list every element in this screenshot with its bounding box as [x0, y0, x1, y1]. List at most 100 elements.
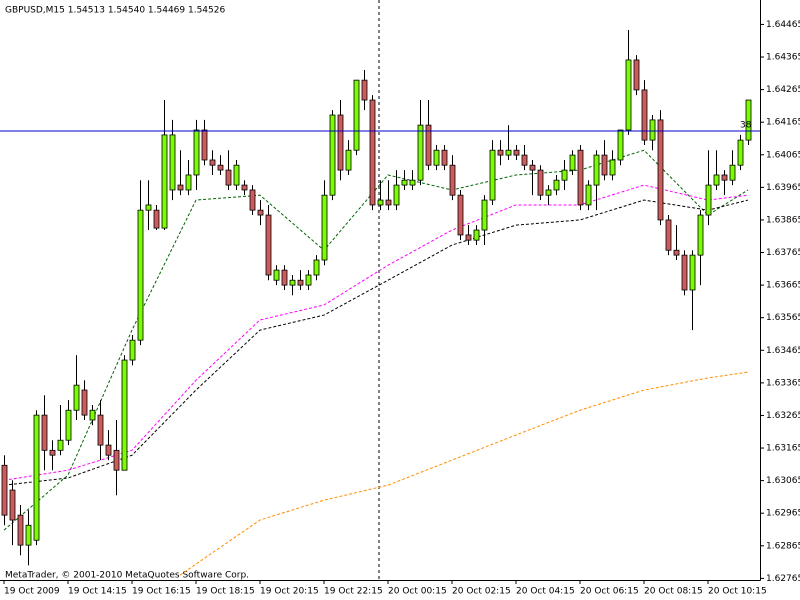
candle-body — [121, 359, 128, 471]
candle-body — [617, 129, 624, 161]
candle-body — [297, 279, 304, 286]
candle-body — [745, 99, 752, 141]
candle-body — [521, 154, 528, 166]
candle-body — [465, 234, 472, 241]
x-tick-label: 20 Oct 06:15 — [580, 587, 639, 597]
x-tick-label: 19 Oct 22:15 — [324, 587, 383, 597]
x-tick-label: 19 Oct 18:15 — [196, 587, 255, 597]
candle-body — [585, 184, 592, 206]
x-tick-label: 19 Oct 14:15 — [68, 587, 127, 597]
candle-body — [201, 129, 208, 161]
candle-body — [57, 439, 64, 451]
y-tick-label: 1.62865 — [766, 541, 800, 551]
candle-body — [289, 279, 296, 286]
candle-body — [625, 59, 632, 131]
y-tick-label: 1.63365 — [766, 378, 800, 388]
candle-body — [417, 124, 424, 181]
x-tick-label: 20 Oct 08:15 — [644, 587, 703, 597]
candle-body — [169, 134, 176, 191]
candle-body — [105, 444, 112, 456]
y-tick-label: 1.63965 — [766, 183, 800, 193]
candle-body — [649, 119, 656, 141]
y-tick-label: 1.63765 — [766, 248, 800, 258]
footer-text: MetaTrader, © 2001-2010 MetaQuotes Softw… — [5, 571, 249, 581]
y-tick-label: 1.64165 — [766, 118, 800, 128]
candle-body — [537, 169, 544, 196]
candle-body — [265, 214, 272, 276]
candle-body — [193, 129, 200, 176]
chart-title: GBPUSD,M15 1.54513 1.54540 1.54469 1.545… — [5, 6, 225, 16]
candle-body — [729, 164, 736, 181]
candle-body — [321, 194, 328, 261]
candle-body — [25, 524, 32, 546]
candle-body — [137, 209, 144, 341]
candle-body — [217, 164, 224, 171]
candle-body — [81, 389, 88, 416]
y-tick-label: 1.64465 — [766, 20, 800, 30]
x-tick-label: 20 Oct 00:15 — [388, 587, 447, 597]
candle-body — [641, 89, 648, 141]
candle-body — [657, 119, 664, 221]
y-tick-label: 1.63265 — [766, 411, 800, 421]
candle-body — [513, 149, 520, 156]
candle-body — [497, 149, 504, 156]
candle-body — [433, 149, 440, 166]
candle-body — [113, 449, 120, 471]
candle-body — [273, 269, 280, 281]
candle-body — [473, 229, 480, 241]
candle-body — [65, 409, 72, 441]
candle-body — [609, 159, 616, 176]
price-level-label: 38 — [740, 120, 752, 130]
candle-body — [697, 214, 704, 256]
candle-body — [673, 249, 680, 256]
candle-body — [449, 164, 456, 196]
y-tick-label: 1.63865 — [766, 215, 800, 225]
x-tick-label: 20 Oct 04:15 — [516, 587, 575, 597]
y-tick-label: 1.63065 — [766, 476, 800, 486]
candle-body — [425, 124, 432, 166]
candle-body — [233, 164, 240, 186]
candle-body — [705, 184, 712, 216]
candle-body — [369, 99, 376, 206]
candle-body — [545, 189, 552, 196]
candle-body — [377, 199, 384, 206]
candle-body — [185, 174, 192, 191]
candle-body — [681, 254, 688, 291]
candle-body — [33, 414, 40, 541]
candle-body — [1, 464, 8, 516]
candle-body — [601, 154, 608, 176]
candle-body — [665, 219, 672, 251]
candle-body — [153, 209, 160, 229]
candle-body — [553, 179, 560, 191]
moving-average — [179, 371, 749, 576]
candle-body — [145, 204, 152, 211]
candle-body — [49, 449, 56, 456]
candle-body — [441, 149, 448, 166]
candle-body — [737, 139, 744, 166]
y-tick-label: 1.64365 — [766, 53, 800, 63]
candle-body — [721, 174, 728, 181]
x-tick-label: 19 Oct 20:15 — [260, 587, 319, 597]
candle-body — [257, 209, 264, 216]
candle-body — [457, 194, 464, 236]
candle-body — [481, 199, 488, 231]
candle-body — [361, 79, 368, 101]
candle-body — [209, 159, 216, 166]
y-tick-label: 1.63665 — [766, 281, 800, 291]
candle-body — [329, 114, 336, 196]
y-tick-label: 1.62965 — [766, 509, 800, 519]
x-tick-label: 20 Oct 10:15 — [708, 587, 767, 597]
candle-body — [393, 184, 400, 206]
candle-body — [249, 189, 256, 211]
candle-body — [313, 259, 320, 276]
y-tick-label: 1.63465 — [766, 346, 800, 356]
y-tick-label: 1.64265 — [766, 85, 800, 95]
y-tick-label: 1.63165 — [766, 444, 800, 454]
candle-body — [89, 409, 96, 421]
candle-body — [561, 169, 568, 181]
candle-body — [177, 184, 184, 191]
candle-body — [409, 179, 416, 186]
candle-body — [401, 179, 408, 186]
